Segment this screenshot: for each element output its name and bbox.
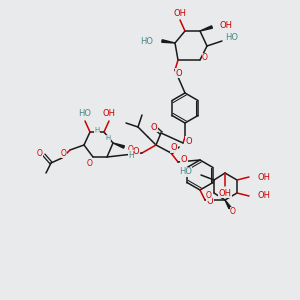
Text: H: H xyxy=(105,135,111,141)
Text: HO: HO xyxy=(179,167,192,176)
Text: H: H xyxy=(128,151,134,160)
Text: O: O xyxy=(202,53,208,62)
Text: H: H xyxy=(94,127,100,133)
Polygon shape xyxy=(162,40,175,43)
Text: OH: OH xyxy=(220,20,233,29)
Text: HO: HO xyxy=(140,37,153,46)
Polygon shape xyxy=(225,200,231,209)
Text: OH: OH xyxy=(103,110,116,118)
Text: O: O xyxy=(87,158,93,167)
Text: O: O xyxy=(230,208,236,217)
Text: O: O xyxy=(133,146,139,155)
Text: OH: OH xyxy=(173,8,187,17)
Text: O: O xyxy=(206,191,212,200)
Text: O: O xyxy=(207,197,213,206)
Text: O: O xyxy=(37,148,43,158)
Polygon shape xyxy=(200,26,212,31)
Text: HO: HO xyxy=(79,110,92,118)
Polygon shape xyxy=(113,143,124,148)
Text: O: O xyxy=(181,154,187,164)
Text: O: O xyxy=(61,148,67,158)
Text: HO: HO xyxy=(226,34,238,43)
Text: O: O xyxy=(128,145,134,154)
Text: O: O xyxy=(171,143,177,152)
Text: OH: OH xyxy=(218,188,232,197)
Text: O: O xyxy=(186,136,192,146)
Text: O: O xyxy=(151,122,157,131)
Text: OH: OH xyxy=(257,191,270,200)
Text: OH: OH xyxy=(257,172,270,182)
Text: O: O xyxy=(176,68,182,77)
